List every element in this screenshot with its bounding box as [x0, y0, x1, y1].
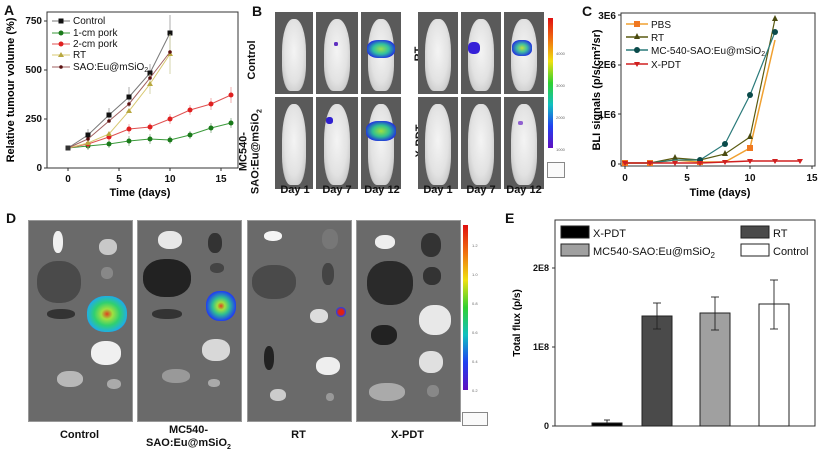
panel-label-a: A: [4, 2, 15, 18]
e-ytick-0: 0: [544, 421, 549, 431]
svg-text:Control: Control: [73, 16, 105, 27]
mouse-control-day1: [275, 12, 313, 94]
series-sao: [67, 50, 172, 149]
svg-text:X-PDT: X-PDT: [651, 60, 681, 71]
mouse-xpdt-day1: [418, 97, 458, 189]
organs-xpdt: [356, 220, 461, 422]
mouse-rt-day12: [504, 12, 544, 94]
e-legend: X-PDT RT MC540-SAO:Eu@mSiO2 Control: [560, 225, 808, 260]
chart-e-total-flux: 0 1E8 2E8 Total flux (p/s) X-PDT RT MC54…: [512, 219, 816, 431]
day-label-7: Day 7: [322, 184, 352, 196]
organs-rt: [247, 220, 352, 422]
caption-xpdt: X-PDT: [391, 429, 424, 441]
caption-mc540: MC540- SAO:Eu@mSiO2: [146, 424, 231, 452]
c-xtick-15: 15: [806, 173, 818, 184]
e-ytick-2e8: 2E8: [533, 263, 549, 273]
caption-control: Control: [59, 429, 100, 441]
day-label-12: Day 12: [364, 184, 400, 196]
a-ytick-250: 250: [25, 114, 42, 125]
c-xtick-0: 0: [622, 173, 628, 184]
mouse-mc540-day1: [275, 97, 313, 189]
day-label-12-right: Day 12: [506, 184, 542, 196]
series-pbs: [622, 39, 776, 166]
a-xtick-0: 0: [65, 174, 71, 185]
svg-text:RT: RT: [651, 33, 664, 44]
series-xpdt: [622, 159, 803, 166]
svg-text:RT: RT: [73, 50, 86, 61]
c-ytick-1e6: 1E6: [598, 110, 616, 121]
svg-text:SAO:Eu@mSiO2: SAO:Eu@mSiO2: [73, 62, 148, 74]
c-xtick-10: 10: [744, 173, 756, 184]
bar-rt: [641, 315, 673, 427]
a-xlabel: Time (days): [110, 187, 171, 199]
chart-c-bli-signals: 0 1E6 2E6 3E6 0 5 10 15 Time (days) BLI …: [591, 11, 818, 199]
a-xtick-10: 10: [164, 174, 176, 185]
a-ylabel: Relative tumour volume (%): [5, 17, 17, 162]
series-1cm-pork: [67, 118, 234, 150]
c-ytick-0: 0: [610, 159, 616, 170]
caption-rt: RT: [291, 429, 306, 441]
panel-label-c: C: [582, 3, 593, 19]
scale-b-box: [547, 162, 565, 178]
c-legend: PBS RT MC-540-SAO:Eu@mSiO2 X-PDT: [626, 20, 765, 71]
mouse-xpdt-day12: [504, 97, 544, 189]
a-ytick-750: 750: [25, 16, 42, 27]
day-label-1-right: Day 1: [423, 184, 453, 196]
panel-label-b: B: [252, 3, 263, 19]
c-ylabel: BLI signals (p/s/cm²/sr): [591, 29, 603, 150]
series-rt: [67, 34, 173, 149]
svg-text:MC540-SAO:Eu@mSiO2: MC540-SAO:Eu@mSiO2: [593, 246, 716, 260]
svg-text:2-cm pork: 2-cm pork: [73, 39, 118, 50]
a-ytick-500: 500: [25, 65, 42, 76]
e-error-bars: [604, 279, 778, 423]
mouse-rt-day1: [418, 12, 458, 94]
mouse-rt-day7: [461, 12, 501, 94]
a-xtick-15: 15: [215, 174, 227, 185]
row-label-control: Control: [246, 40, 258, 80]
svg-text:Control: Control: [773, 246, 808, 258]
organs-control: [28, 220, 133, 422]
chart-a-tumour-volume: 0 250 500 750 0 5 10 15 Time (days) Rela…: [5, 11, 239, 199]
bar-xpdt: [591, 422, 623, 427]
scale-b-ticks: 4000 3000 2000 1000: [556, 51, 565, 152]
a-ytick-0: 0: [36, 163, 42, 174]
scale-d-ticks: 1.2 1.0 0.8 0.6 0.4 0.2: [472, 243, 478, 393]
mouse-xpdt-day7: [461, 97, 501, 189]
day-label-1: Day 1: [280, 184, 310, 196]
panel-label-e: E: [505, 210, 515, 226]
e-ytick-1e8: 1E8: [533, 342, 549, 352]
day-label-7-right: Day 7: [466, 184, 496, 196]
c-ytick-2e6: 2E6: [598, 60, 616, 71]
e-ylabel: Total flux (p/s): [512, 289, 523, 357]
scale-d-box: [462, 412, 488, 426]
organs-mc540: [137, 220, 242, 422]
c-xlabel: Time (days): [690, 187, 751, 199]
row-label-mc540: MC540- SAO:Eu@mSiO2: [237, 109, 264, 195]
a-xtick-5: 5: [116, 174, 122, 185]
svg-text:1-cm pork: 1-cm pork: [73, 28, 118, 39]
bar-control: [758, 303, 790, 427]
svg-text:PBS: PBS: [651, 20, 671, 31]
color-scale-d: [463, 225, 468, 390]
c-xtick-5: 5: [684, 173, 690, 184]
mouse-mc540-day12: [361, 97, 401, 189]
c-ytick-3e6: 3E6: [598, 11, 616, 22]
color-scale-b: [548, 18, 553, 148]
svg-text:MC-540-SAO:Eu@mSiO2: MC-540-SAO:Eu@mSiO2: [651, 46, 765, 58]
svg-text:RT: RT: [773, 228, 788, 240]
svg-text:X-PDT: X-PDT: [593, 228, 626, 240]
mouse-control-day7: [316, 12, 358, 94]
mouse-control-day12: [361, 12, 401, 94]
panel-label-d: D: [6, 210, 17, 226]
a-legend: Control 1-cm pork 2-cm pork RT SAO:Eu@mS…: [52, 16, 148, 74]
mouse-mc540-day7: [316, 97, 358, 189]
